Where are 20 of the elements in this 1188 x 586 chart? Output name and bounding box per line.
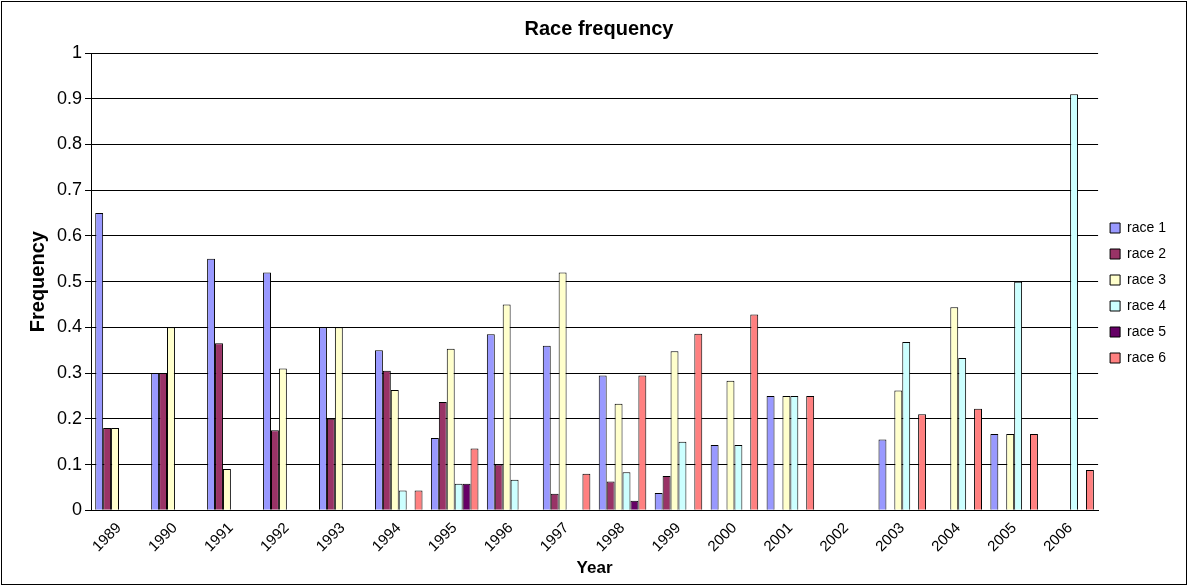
y-tick-label: 0: [72, 499, 83, 520]
legend-label: race 2: [1127, 244, 1167, 261]
x-axis-title: Year: [576, 558, 613, 578]
y-tick-label: 0.7: [56, 179, 83, 200]
y-axis-title: Frequency: [25, 230, 48, 333]
legend-label: race 5: [1127, 322, 1167, 339]
legend-label: race 6: [1127, 348, 1167, 365]
y-tick-label: 0.2: [56, 407, 83, 428]
legend-label: race 3: [1127, 270, 1167, 287]
y-tick-label: 0.1: [56, 453, 83, 474]
y-tick-label: 0.9: [56, 87, 83, 108]
y-tick-label: 0.4: [56, 316, 83, 337]
y-tick-label: 0.6: [56, 224, 83, 245]
y-tick-label: 0.3: [56, 362, 83, 383]
y-tick-label: 0.5: [56, 270, 83, 291]
chart-title: Race frequency: [524, 16, 675, 39]
y-tick-label: 0.8: [56, 133, 83, 154]
y-tick-label: 1: [72, 41, 83, 62]
legend-label: race 1: [1127, 218, 1167, 235]
legend-label: race 4: [1127, 296, 1167, 313]
